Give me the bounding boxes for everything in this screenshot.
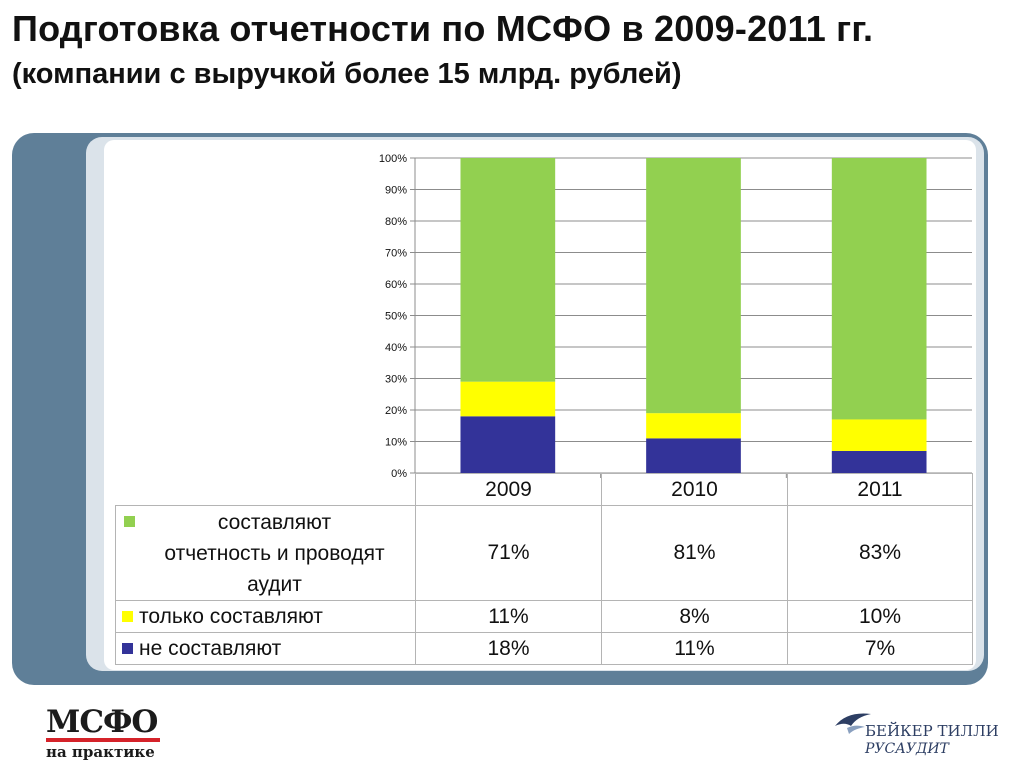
table-header-row: 2009 2010 2011 — [115, 473, 973, 506]
y-tick-label: 70% — [385, 248, 407, 260]
y-tick-label: 100% — [379, 153, 407, 165]
table-cell: 10% — [787, 600, 973, 633]
bar-segment — [831, 419, 927, 451]
msfo-logo-bar — [46, 738, 160, 742]
bar-segment — [646, 158, 741, 414]
bar-segment — [831, 450, 927, 473]
table-cell: 83% — [787, 505, 973, 601]
table-cell: 11% — [415, 600, 602, 633]
msfo-logo-subtitle: на практике — [46, 743, 155, 761]
y-tick-label: 30% — [385, 374, 407, 386]
table-row-not-prepare: не составляют 18% 11% 7% — [115, 632, 973, 665]
chart-data-table: 2009 2010 2011 составляют отчетность и п… — [115, 473, 973, 665]
table-row-only-prepare: только составляют 11% 8% 10% — [115, 600, 973, 633]
legend-text-not-prepare: не составляют — [139, 637, 282, 660]
slide-subtitle: (компании с выручкой более 15 млрд. рубл… — [12, 58, 682, 90]
bar-segment — [460, 158, 556, 382]
y-tick-label: 90% — [385, 185, 407, 197]
y-tick-label: 40% — [385, 342, 407, 354]
bar-segment — [831, 158, 927, 420]
legend-text-audit-2: отчетность и проводят — [164, 541, 385, 565]
y-tick-label: 60% — [385, 279, 407, 291]
y-tick-label: 80% — [385, 216, 407, 228]
baker-tilly-name: БЕЙКЕР ТИЛЛИ — [865, 722, 999, 740]
table-row-audit: составляют отчетность и проводят аудит 7… — [115, 505, 973, 601]
legend-label-only-prepare: только составляют — [115, 600, 416, 633]
table-cell: 71% — [415, 505, 602, 601]
legend-label-audit: составляют отчетность и проводят аудит — [115, 505, 416, 601]
bird-icon — [835, 713, 871, 734]
rusaudit-name: РУСАУДИТ — [865, 741, 949, 757]
msfo-logo: МСФО на практике — [46, 707, 164, 760]
table-header-2011: 2011 — [787, 473, 973, 506]
table-header-2009: 2009 — [415, 473, 602, 506]
bar-segment — [460, 381, 556, 417]
table-cell: 8% — [601, 600, 788, 633]
legend-key-green — [124, 516, 135, 527]
y-tick-label: 10% — [385, 437, 407, 449]
bar-segment — [460, 416, 556, 473]
legend-text-audit-3: аудит — [247, 572, 302, 596]
msfo-logo-title: МСФО — [46, 704, 158, 740]
legend-text-only-prepare: только составляют — [139, 605, 323, 628]
legend-key-yellow — [122, 611, 133, 622]
bar-segment — [646, 413, 741, 439]
legend-text-audit-1: составляют — [217, 510, 332, 534]
table-cell: 11% — [601, 632, 788, 665]
table-cell: 18% — [415, 632, 602, 665]
table-cell: 7% — [787, 632, 973, 665]
table-cell: 81% — [601, 505, 788, 601]
slide-title: Подготовка отчетности по МСФО в 2009-201… — [12, 8, 874, 49]
legend-label-not-prepare: не составляют — [115, 632, 416, 665]
table-corner — [115, 473, 416, 506]
y-tick-label: 50% — [385, 311, 407, 323]
y-tick-label: 20% — [385, 405, 407, 417]
bar-segment — [646, 438, 741, 473]
legend-key-blue — [122, 643, 133, 654]
baker-tilly-logo: БЕЙКЕР ТИЛЛИ РУСАУДИТ — [833, 708, 1003, 758]
table-header-2010: 2010 — [601, 473, 788, 506]
